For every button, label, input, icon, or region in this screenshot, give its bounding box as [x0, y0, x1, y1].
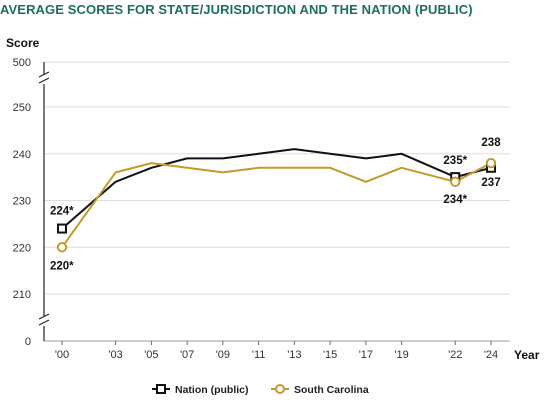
- legend-circle-marker: [275, 384, 285, 394]
- x-tick-label: '22: [448, 349, 462, 361]
- x-tick-label: '07: [180, 349, 194, 361]
- y-tick-label: 0: [25, 336, 31, 348]
- x-tick-label: '17: [359, 349, 373, 361]
- x-tick-label: '19: [394, 349, 408, 361]
- legend-item-south-carolina: South Carolina: [271, 384, 369, 396]
- x-tick-label: '13: [287, 349, 301, 361]
- y-tick-label: 240: [13, 149, 31, 161]
- legend-square-marker: [156, 384, 166, 394]
- south-carolina-marker: [450, 176, 461, 188]
- data-labels: 224* 220* 235* 234* 237 238: [50, 137, 501, 272]
- chart-title: AVERAGE SCORES FOR STATE/JURISDICTION AN…: [0, 2, 473, 17]
- nation-line: [61, 148, 492, 230]
- data-label: 224*: [50, 206, 74, 218]
- y-tick-label: 230: [13, 196, 31, 208]
- x-axis-label: Year: [514, 348, 540, 362]
- x-tick-label: '00: [55, 349, 69, 361]
- axes: [38, 62, 492, 345]
- y-axis-label: Score: [6, 36, 40, 50]
- nation-marker: [57, 223, 67, 234]
- data-label: 220*: [50, 260, 74, 272]
- legend-item-nation: Nation (public): [152, 384, 249, 396]
- series-lines: [61, 148, 492, 248]
- x-tick-labels: '00 '03 '05 '07 '09 '11 '13 '15 '17 '19 '22 '24: [55, 349, 498, 361]
- data-label: 234*: [443, 194, 467, 206]
- y-tick-label: 220: [13, 242, 31, 254]
- x-tick-label: '03: [108, 349, 122, 361]
- legend-label: South Carolina: [294, 384, 369, 396]
- south-carolina-marker: [485, 157, 497, 169]
- legend: Nation (public) South Carolina: [152, 384, 369, 396]
- x-tick-label: '09: [216, 349, 230, 361]
- data-label: 238: [481, 137, 501, 149]
- x-tick-label: '24: [484, 349, 498, 361]
- data-label: 237: [481, 177, 500, 189]
- south-carolina-line: [61, 162, 492, 248]
- y-tick-label: 210: [13, 289, 31, 301]
- axis-break-mark: [38, 71, 50, 84]
- y-tick-label: 250: [13, 102, 31, 114]
- y-tick-labels: 500 210 220 230 240 250 0: [13, 57, 31, 348]
- x-tick-label: '11: [252, 349, 266, 361]
- axis-break-mark: [38, 313, 50, 326]
- x-tick-label: '15: [323, 349, 337, 361]
- data-label: 235*: [443, 155, 467, 167]
- x-tick-label: '05: [144, 349, 158, 361]
- gridlines: [44, 61, 510, 342]
- y-tick-label: 500: [13, 57, 31, 69]
- legend-label: Nation (public): [175, 384, 249, 396]
- series-markers: [56, 157, 497, 253]
- south-carolina-marker: [56, 242, 68, 253]
